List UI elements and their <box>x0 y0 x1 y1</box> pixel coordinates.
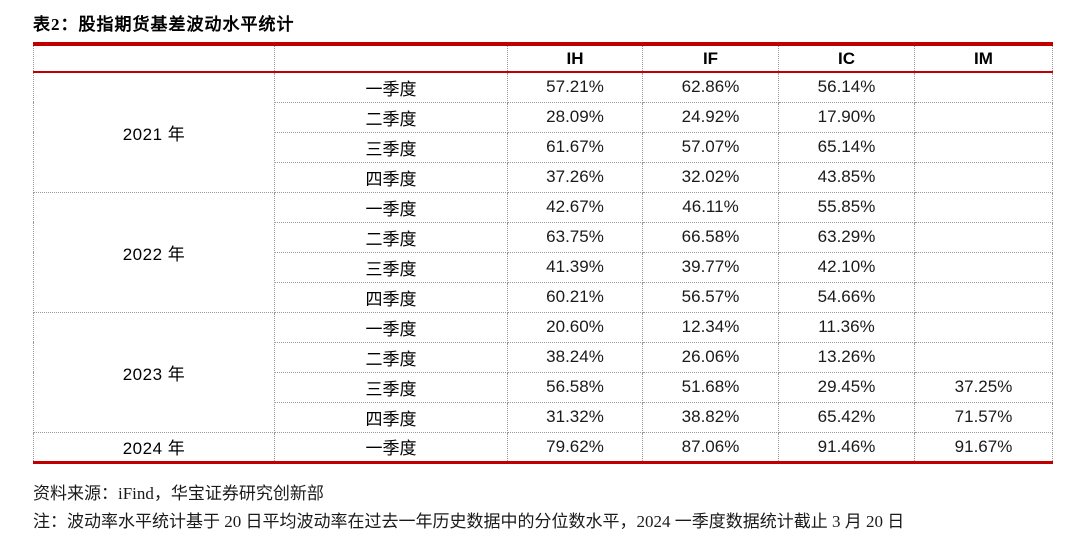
header-cell-if: IF <box>642 44 779 73</box>
table-row: 二季度 28.09% 24.92% 17.90% <box>34 101 1053 133</box>
value-cell: 28.09% <box>507 101 643 133</box>
value-cell: 61.67% <box>507 131 643 163</box>
value-cell: 91.67% <box>914 431 1053 463</box>
value-cell <box>914 341 1053 373</box>
value-cell: 38.24% <box>507 341 643 373</box>
value-cell: 38.82% <box>642 401 779 433</box>
value-cell: 56.58% <box>507 371 643 403</box>
year-cell: 2024 年 <box>33 431 275 463</box>
value-cell: 39.77% <box>642 251 779 283</box>
header-row: IH IF IC IM <box>33 44 1053 73</box>
year-cell: 2021 年 <box>33 71 275 193</box>
value-cell: 24.92% <box>642 101 779 133</box>
table-row: 二季度 63.75% 66.58% 63.29% <box>34 221 1053 253</box>
value-cell <box>914 251 1053 283</box>
table-row: 三季度 56.58% 51.68% 29.45% 37.25% <box>34 371 1053 403</box>
value-cell: 37.25% <box>914 371 1053 403</box>
value-cell: 42.67% <box>507 191 643 223</box>
value-cell: 12.34% <box>642 311 779 343</box>
quarter-cell: 四季度 <box>274 281 508 313</box>
value-cell: 32.02% <box>642 161 779 193</box>
value-cell: 63.75% <box>507 221 643 253</box>
value-cell <box>914 131 1053 163</box>
quarter-cell: 一季度 <box>274 191 508 223</box>
value-cell: 91.46% <box>778 431 915 463</box>
value-cell: 26.06% <box>642 341 779 373</box>
table-row: 三季度 61.67% 57.07% 65.14% <box>34 131 1053 163</box>
table-row: 2021 年一季度 57.21% 62.86% 56.14% <box>33 71 1053 193</box>
value-cell <box>914 191 1053 223</box>
header-cell-im: IM <box>914 44 1053 73</box>
value-cell: 42.10% <box>778 251 915 283</box>
value-cell: 29.45% <box>778 371 915 403</box>
value-cell <box>914 161 1053 193</box>
value-cell: 51.68% <box>642 371 779 403</box>
table-row: 2024 年一季度 79.62% 87.06% 91.46% 91.67% <box>33 431 1053 463</box>
header-cell-empty <box>274 44 508 73</box>
value-cell <box>914 281 1053 313</box>
value-cell: 60.21% <box>507 281 643 313</box>
footnote: 注：波动率水平统计基于 20 日平均波动率在过去一年历史数据中的分位数水平，20… <box>33 512 905 531</box>
value-cell: 11.36% <box>778 311 915 343</box>
value-cell: 87.06% <box>642 431 779 463</box>
value-cell <box>914 311 1053 343</box>
quarter-cell: 四季度 <box>274 161 508 193</box>
value-cell: 62.86% <box>642 71 779 103</box>
quarter-cell: 二季度 <box>274 101 508 133</box>
value-cell: 55.85% <box>778 191 915 223</box>
value-cell: 71.57% <box>914 401 1053 433</box>
quarter-cell: 二季度 <box>274 341 508 373</box>
quarter-cell: 一季度 <box>274 71 508 103</box>
source-note: 资料来源：iFind，华宝证券研究创新部 <box>33 484 324 503</box>
quarter-cell: 三季度 <box>274 251 508 283</box>
quarter-cell: 四季度 <box>274 401 508 433</box>
header-cell-ic: IC <box>778 44 915 73</box>
table-row: 四季度 37.26% 32.02% 43.85% <box>34 161 1053 193</box>
table-row: 2022 年一季度 42.67% 46.11% 55.85% <box>33 191 1053 313</box>
value-cell <box>914 101 1053 133</box>
header-cell-ih: IH <box>507 44 643 73</box>
value-cell: 20.60% <box>507 311 643 343</box>
value-cell: 13.26% <box>778 341 915 373</box>
quarter-cell: 三季度 <box>274 371 508 403</box>
table-body: 2021 年一季度 57.21% 62.86% 56.14% 二季度 28.09% 24.9… <box>33 71 1053 463</box>
value-cell <box>914 71 1053 103</box>
value-cell: 54.66% <box>778 281 915 313</box>
table-row: 三季度 41.39% 39.77% 42.10% <box>34 251 1053 283</box>
value-cell: 17.90% <box>778 101 915 133</box>
page-title: 表2：股指期货基差波动水平统计 <box>33 15 295 34</box>
quarter-cell: 一季度 <box>274 431 508 463</box>
value-cell <box>914 221 1053 253</box>
quarter-cell: 一季度 <box>274 311 508 343</box>
value-cell: 43.85% <box>778 161 915 193</box>
basis-table: IH IF IC IM 2021 年一季度 57.21% 62.86% 56.14% 二季度 2… <box>33 42 1053 464</box>
value-cell: 46.11% <box>642 191 779 223</box>
value-cell: 79.62% <box>507 431 643 463</box>
value-cell: 65.42% <box>778 401 915 433</box>
value-cell: 56.57% <box>642 281 779 313</box>
value-cell: 56.14% <box>778 71 915 103</box>
quarter-cell: 二季度 <box>274 221 508 253</box>
value-cell: 41.39% <box>507 251 643 283</box>
year-cell: 2022 年 <box>33 191 275 313</box>
value-cell: 63.29% <box>778 221 915 253</box>
value-cell: 37.26% <box>507 161 643 193</box>
value-cell: 66.58% <box>642 221 779 253</box>
value-cell: 57.07% <box>642 131 779 163</box>
value-cell: 31.32% <box>507 401 643 433</box>
table-header: IH IF IC IM <box>33 44 1053 73</box>
year-cell: 2023 年 <box>33 311 275 433</box>
header-cell-empty <box>33 44 275 73</box>
value-cell: 65.14% <box>778 131 915 163</box>
table-row: 2023 年一季度 20.60% 12.34% 11.36% <box>33 311 1053 433</box>
value-cell: 57.21% <box>507 71 643 103</box>
quarter-cell: 三季度 <box>274 131 508 163</box>
